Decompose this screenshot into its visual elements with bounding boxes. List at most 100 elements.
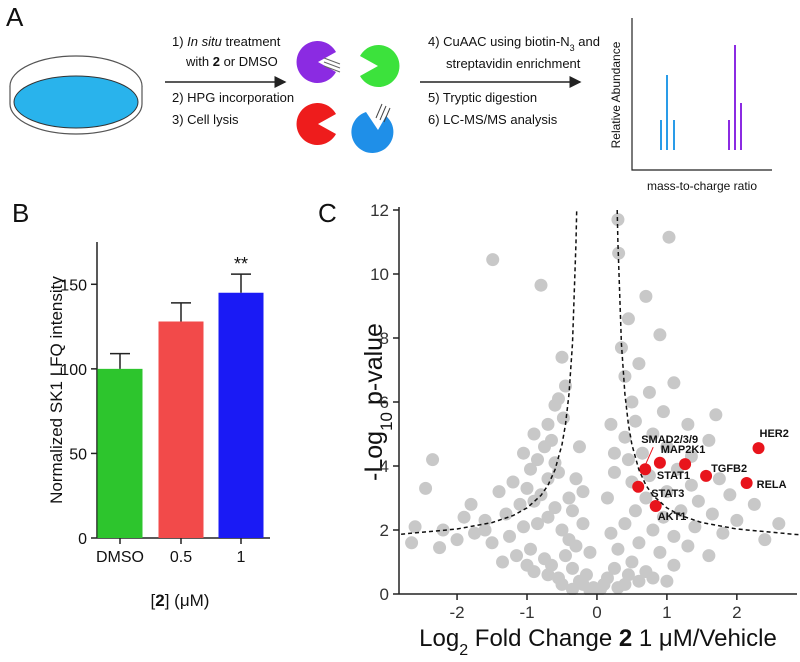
point	[607, 465, 621, 479]
point	[524, 462, 538, 476]
panel-label: C	[318, 198, 337, 228]
y-tick-label: 10	[370, 265, 389, 284]
y-tick-label: 0	[78, 531, 87, 548]
point	[496, 555, 510, 569]
point	[485, 536, 499, 550]
point	[607, 446, 621, 460]
point	[450, 533, 464, 547]
text: 1 μM/Vehicle	[632, 625, 777, 652]
point	[517, 446, 531, 460]
text: treatment	[222, 34, 281, 49]
y-tick-label: 150	[60, 277, 87, 294]
point	[457, 510, 471, 524]
text: ]	[165, 591, 170, 610]
point	[716, 526, 730, 540]
point	[618, 517, 632, 531]
point-label: STAT1	[657, 470, 690, 482]
text: -Log	[360, 431, 388, 481]
y-tick-label: 4	[380, 457, 389, 476]
point	[576, 517, 590, 531]
point	[646, 523, 660, 537]
point	[625, 555, 639, 569]
point	[541, 472, 555, 486]
point	[700, 469, 713, 482]
point	[646, 571, 660, 585]
spectrum	[631, 18, 772, 171]
point	[621, 453, 635, 467]
point	[660, 574, 674, 588]
point	[513, 497, 527, 511]
text: Fold Change	[468, 625, 619, 652]
point	[681, 417, 695, 431]
point-label: MAP2K1	[661, 444, 706, 456]
point	[705, 507, 719, 521]
point	[520, 558, 534, 572]
text: (μM)	[169, 591, 209, 610]
point	[758, 533, 772, 547]
point	[688, 520, 702, 534]
point	[548, 398, 562, 412]
point	[548, 501, 562, 515]
point	[503, 529, 517, 543]
point	[730, 513, 744, 527]
text: [	[151, 591, 156, 610]
point	[667, 558, 681, 572]
text: 3) Cell lysis	[172, 112, 239, 127]
point	[569, 539, 583, 553]
step-text: 1) In situ treatment	[172, 34, 281, 49]
point	[621, 568, 635, 582]
x-tick-label: 0.5	[170, 549, 192, 566]
point	[530, 453, 544, 467]
text: 2) HPG incorporation	[172, 90, 294, 105]
point	[660, 440, 674, 454]
bar	[158, 321, 204, 538]
point	[702, 549, 716, 563]
point	[492, 485, 506, 499]
step-text: 2) HPG incorporation	[172, 90, 294, 105]
step-text: streptavidin enrichment	[446, 56, 581, 71]
point	[632, 357, 646, 371]
point	[740, 476, 753, 489]
point	[583, 545, 597, 559]
y-tick-label: 8	[380, 329, 389, 348]
bar	[218, 292, 264, 538]
text: 2	[619, 625, 632, 652]
point	[712, 472, 726, 486]
x-tick-label: -1	[519, 603, 534, 622]
text: 3	[570, 43, 575, 53]
point	[653, 456, 666, 469]
point	[607, 561, 621, 575]
point	[642, 385, 656, 399]
text: 6) LC-MS/MS analysis	[428, 112, 558, 127]
threshold-curve	[401, 209, 800, 536]
point	[527, 427, 541, 441]
text: 1)	[172, 34, 187, 49]
point	[534, 278, 548, 292]
point	[556, 411, 570, 425]
step-text: 6) LC-MS/MS analysis	[428, 112, 558, 127]
point-label: AKT1	[658, 511, 687, 523]
point	[555, 577, 569, 591]
point-label: SMAD2/3/9	[641, 434, 698, 446]
y-tick-label: 0	[380, 585, 389, 604]
text: streptavidin enrichment	[446, 56, 581, 71]
point	[618, 430, 632, 444]
text: with	[185, 54, 213, 69]
point	[639, 289, 653, 303]
point	[478, 523, 492, 537]
point-label: TGFB2	[711, 463, 747, 475]
point	[632, 480, 645, 493]
point	[611, 581, 625, 595]
point	[569, 472, 583, 486]
point	[656, 510, 670, 524]
step-text: 4) CuAAC using biotin-N3 and	[428, 34, 600, 53]
point	[537, 440, 551, 454]
point-label: HER2	[760, 428, 789, 440]
point	[499, 507, 513, 521]
x-tick-label: -2	[449, 603, 464, 622]
point	[662, 230, 676, 244]
point	[510, 549, 524, 563]
point	[576, 577, 590, 591]
point	[541, 568, 555, 582]
axis-label: Log2 Fold Change 2 1 μM/Vehicle	[419, 625, 777, 659]
